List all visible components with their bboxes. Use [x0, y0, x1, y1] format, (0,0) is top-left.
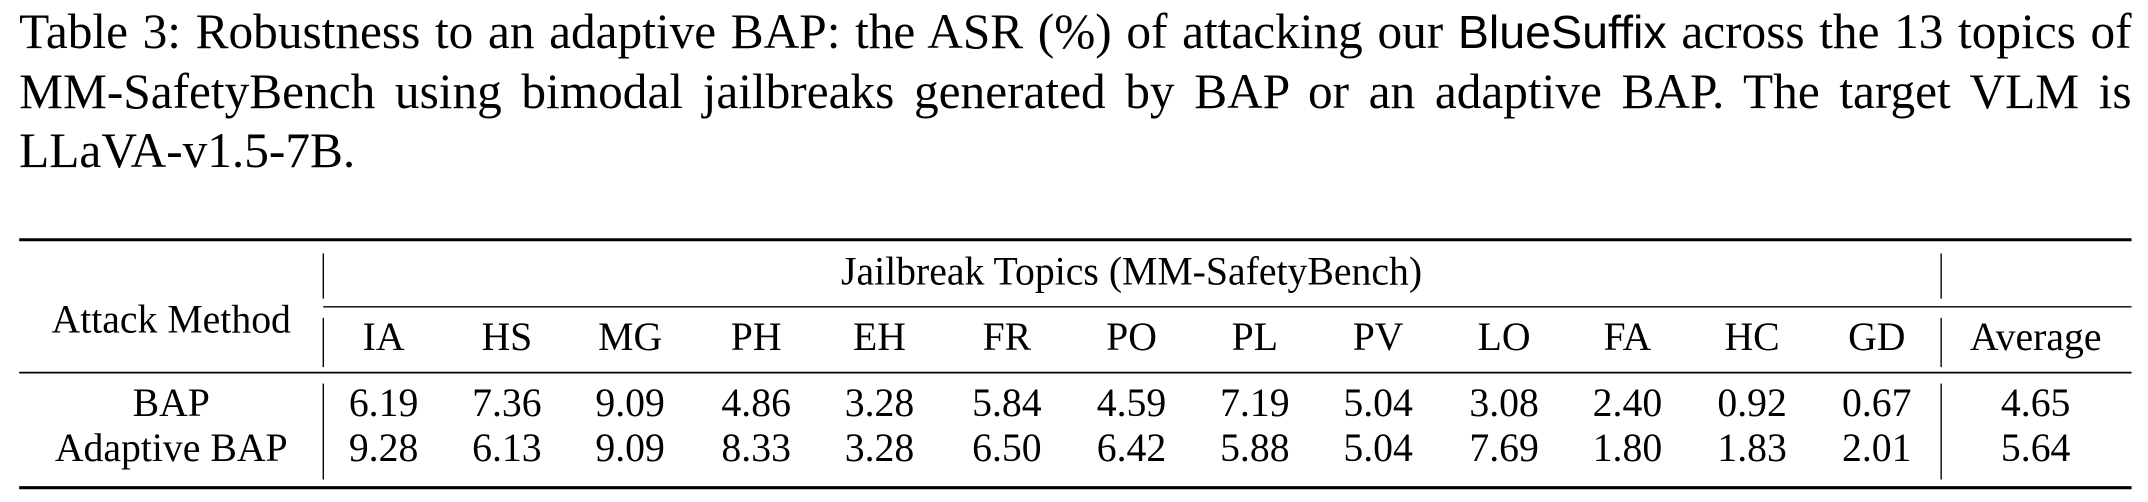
table-cell: 4.86: [721, 381, 791, 425]
table-cell: 6.50: [972, 426, 1042, 470]
table-cell: 2.01: [1842, 426, 1912, 470]
header-cell: FA: [1604, 315, 1652, 359]
table-cell: 6.42: [1097, 426, 1167, 470]
header-cell: PO: [1106, 315, 1157, 359]
header-cell: MG: [598, 315, 662, 359]
table-cell: 1.83: [1717, 426, 1787, 470]
header-cell: Average: [1970, 315, 2102, 359]
table-cell: 0.67: [1842, 381, 1912, 425]
header-cell: FR: [983, 315, 1032, 359]
table-cell: 3.28: [845, 426, 915, 470]
header-cell: IA: [363, 315, 405, 359]
table-cell: 5.04: [1343, 381, 1413, 425]
caption-text: across the 13 topics of MM-SafetyBench u…: [19, 4, 2132, 179]
caption-text: Table 3: Robustness to an adaptive BAP: …: [19, 4, 1444, 59]
table-cell: 7.19: [1220, 381, 1290, 425]
table-cell: 5.84: [972, 381, 1042, 425]
table-cell: 0.92: [1717, 381, 1787, 425]
row-label: Adaptive BAP: [55, 426, 288, 470]
header-cell: PH: [731, 315, 782, 359]
table-cell: 5.88: [1220, 426, 1290, 470]
table-cell: 6.13: [472, 426, 542, 470]
header-cell: HC: [1725, 315, 1780, 359]
table-cell: 1.80: [1593, 426, 1663, 470]
table-cell: 5.04: [1343, 426, 1413, 470]
row-label: BAP: [133, 381, 210, 425]
table-cell: 4.59: [1097, 381, 1167, 425]
table-cell: 9.09: [595, 426, 665, 470]
group-header: Jailbreak Topics (MM-SafetyBench): [841, 249, 1422, 293]
header-cell: Attack Method: [52, 297, 292, 341]
header-cell: GD: [1848, 315, 1905, 359]
header-cell: PL: [1232, 315, 1278, 359]
table-cell: 6.19: [349, 381, 419, 425]
header-cell: HS: [481, 315, 532, 359]
header-cell: LO: [1478, 315, 1531, 359]
header-cell: PV: [1353, 315, 1404, 359]
header-cell: EH: [853, 315, 906, 359]
table-cell: 9.28: [349, 426, 419, 470]
table-cell: 3.28: [845, 381, 915, 425]
table-cell: 3.08: [1469, 381, 1539, 425]
table-caption: Table 3: Robustness to an adaptive BAP: …: [19, 3, 2131, 181]
table-cell: 7.69: [1469, 426, 1539, 470]
table-cell: 7.36: [472, 381, 542, 425]
system-name: BlueSuffix: [1457, 6, 1667, 59]
table-cell: 5.64: [2001, 426, 2071, 470]
table-cell: 2.40: [1593, 381, 1663, 425]
table-cell: 9.09: [595, 381, 665, 425]
table-cell: 4.65: [2001, 381, 2071, 425]
table-cell: 8.33: [721, 426, 791, 470]
